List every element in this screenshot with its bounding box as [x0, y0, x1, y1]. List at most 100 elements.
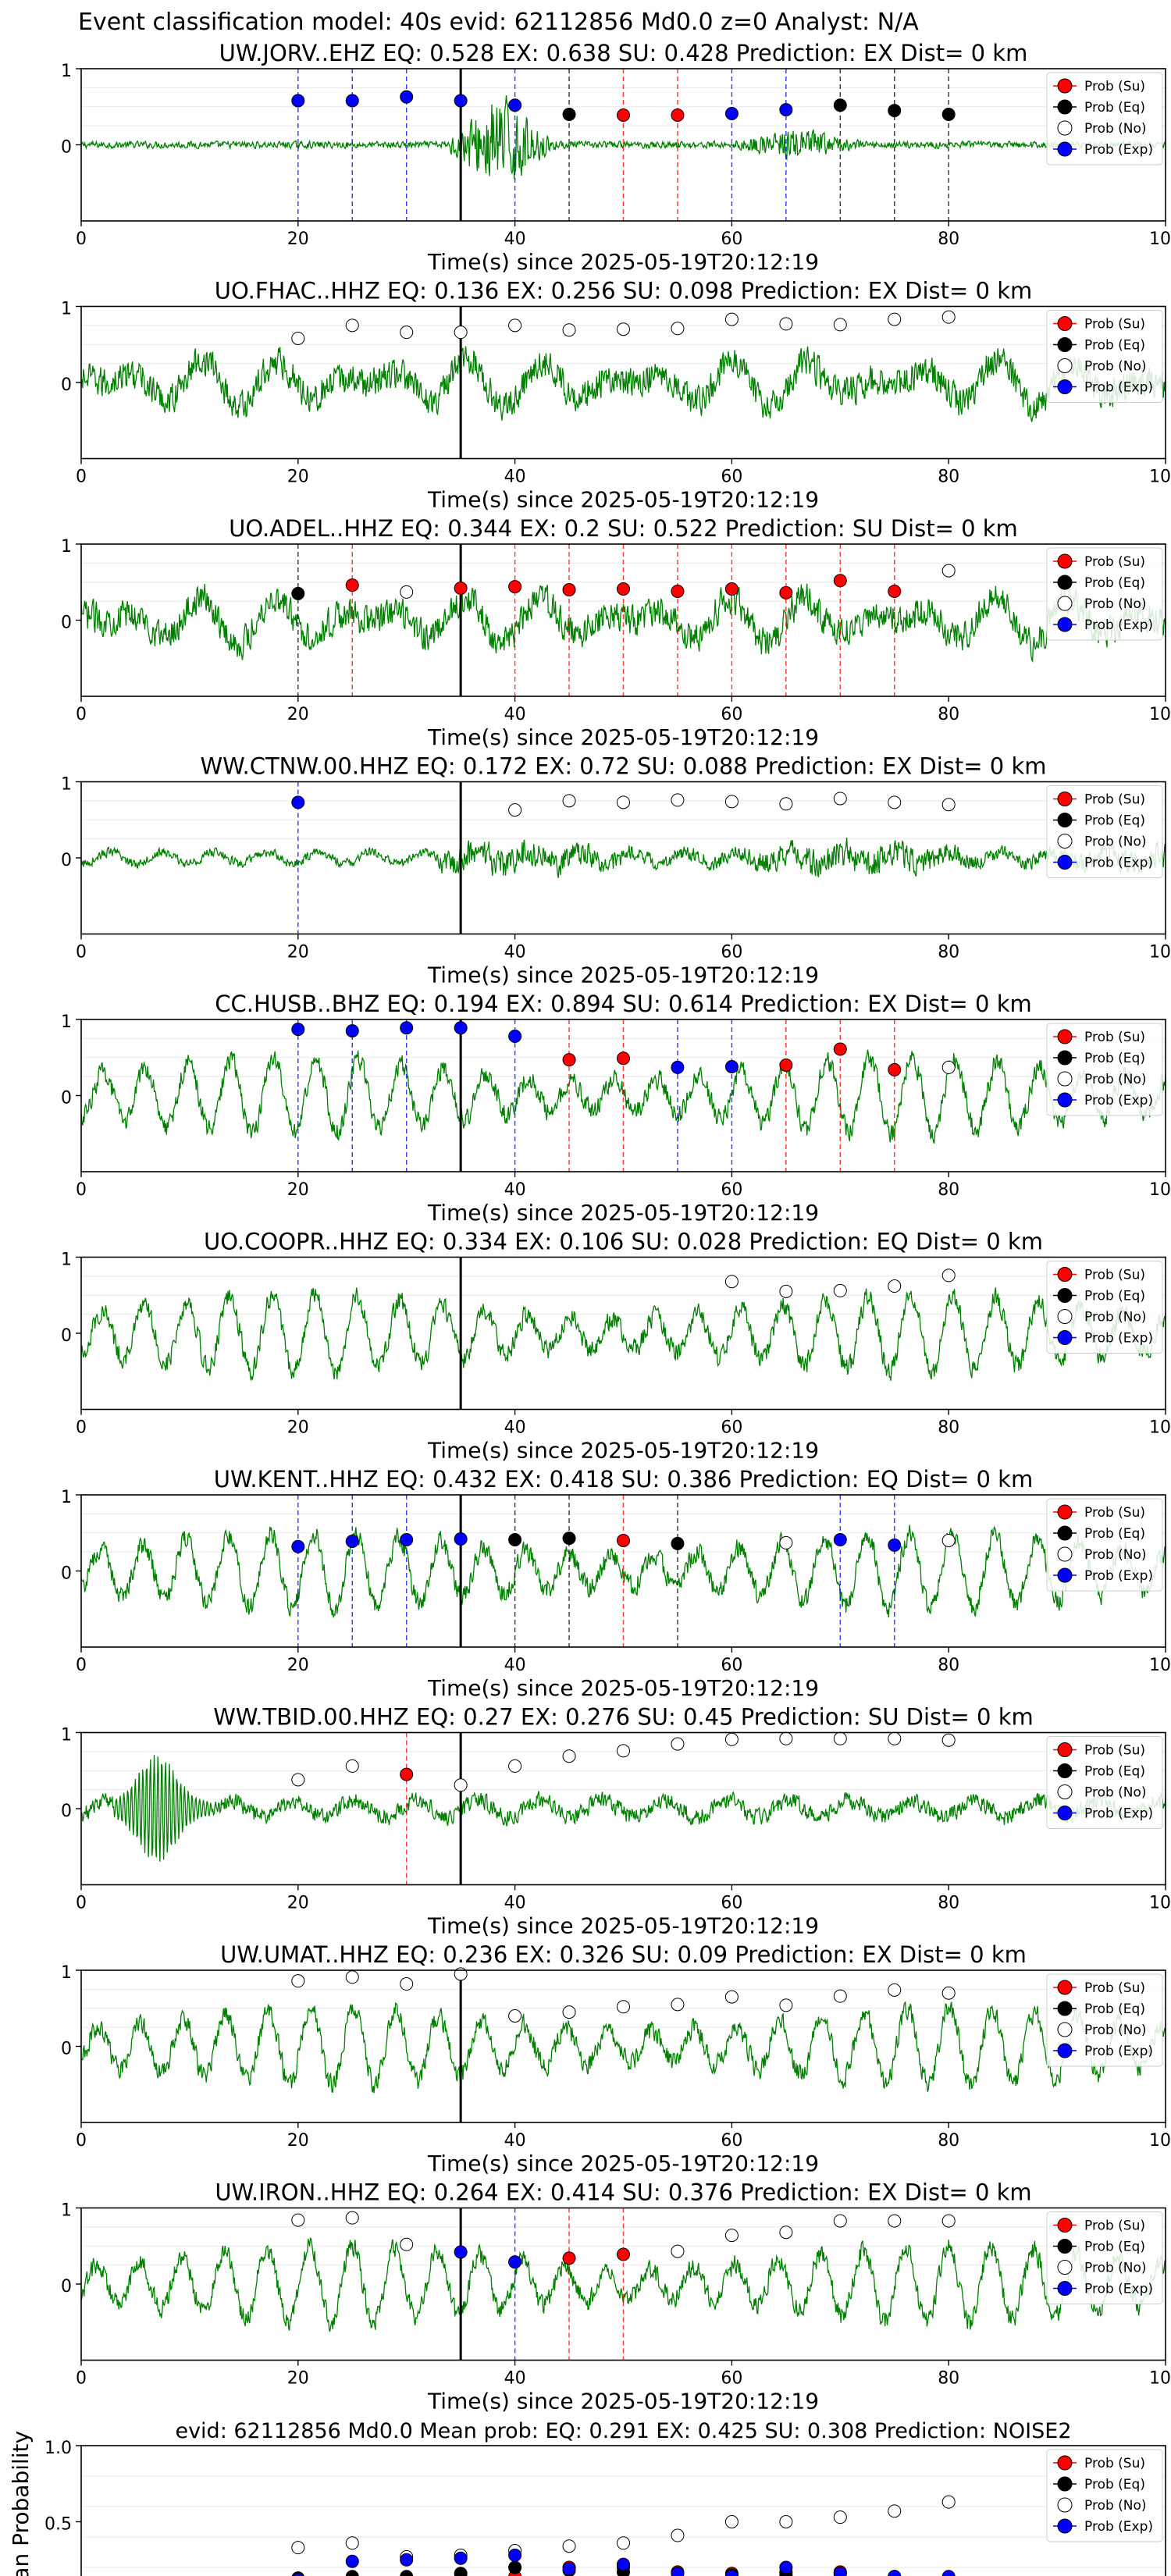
- prob-point-exp: [888, 1538, 902, 1552]
- prob-point-no: [291, 2213, 305, 2227]
- prob-point-no: [562, 2005, 576, 2019]
- legend-label-exp: Prob (Exp): [1084, 2282, 1153, 2297]
- mean-point-exp: [400, 2553, 414, 2567]
- prob-point-no: [724, 1275, 739, 1289]
- mean-point-no: [671, 2528, 685, 2542]
- mean-point-no: [833, 2510, 847, 2524]
- prob-point-no: [291, 1974, 305, 1988]
- legend-label-exp: Prob (Exp): [1084, 856, 1153, 871]
- x-tick-label: 100: [1149, 229, 1171, 249]
- y-axis-label: Mean Probability: [8, 2431, 34, 2576]
- prob-point-exp: [454, 1532, 468, 1546]
- legend: Prob (Su) Prob (Eq) Prob (No) Prob (Exp): [1046, 1023, 1163, 1116]
- y-tick-label: 0: [61, 1089, 72, 1108]
- prob-point-no: [617, 322, 630, 336]
- panel-title: UW.KENT..HHZ EQ: 0.432 EX: 0.418 SU: 0.3…: [214, 1466, 1033, 1493]
- prob-point-no: [833, 2214, 847, 2228]
- x-axis-label: Time(s) since 2025-05-19T20:12:19: [427, 1438, 819, 1464]
- legend-label-eq: Prob (Eq): [1084, 1289, 1145, 1304]
- legend-label-no: Prob (No): [1084, 1310, 1147, 1325]
- prob-point-su: [400, 1767, 414, 1781]
- x-axis-label: Time(s) since 2025-05-19T20:12:19: [427, 1200, 819, 1226]
- x-tick-label: 20: [287, 229, 309, 249]
- y-tick-label: 0: [61, 614, 72, 633]
- prob-point-no: [779, 1535, 793, 1550]
- prob-point-su: [562, 583, 576, 596]
- mean-point-no: [724, 2515, 739, 2528]
- x-tick-label: 80: [938, 2131, 959, 2151]
- mean-point-eq: [345, 2570, 359, 2576]
- legend-marker-no: [1057, 596, 1073, 611]
- x-tick-label: 80: [938, 468, 959, 487]
- legend-box: [1046, 1973, 1163, 2067]
- x-tick-label: 60: [721, 1418, 742, 1438]
- legend-label-no: Prob (No): [1084, 596, 1147, 612]
- prob-point-exp: [508, 2255, 522, 2269]
- prob-point-no: [508, 803, 522, 817]
- prob-point-exp: [508, 98, 522, 112]
- x-tick-label: 0: [76, 2369, 87, 2389]
- legend-marker-eq: [1057, 575, 1073, 590]
- prob-point-exp: [671, 1060, 685, 1074]
- y-tick-label: 0: [61, 1802, 72, 1821]
- legend-marker-eq: [1057, 99, 1073, 115]
- prob-point-no: [779, 2226, 793, 2240]
- x-tick-label: 60: [721, 1894, 742, 1913]
- prob-point-no: [833, 1731, 847, 1745]
- figure-title: Event classification model: 40s evid: 62…: [78, 9, 919, 36]
- prob-point-su: [454, 582, 468, 596]
- legend-label-exp: Prob (Exp): [1084, 380, 1153, 396]
- legend-marker-exp: [1057, 855, 1073, 870]
- x-axis-label: Time(s) since 2025-05-19T20:12:19: [427, 1913, 819, 1939]
- prob-point-exp: [724, 1059, 739, 1073]
- prob-point-no: [400, 326, 414, 340]
- legend-marker-exp: [1057, 1092, 1073, 1108]
- y-tick-label: 0.5: [44, 2515, 72, 2535]
- x-tick-label: 40: [504, 1894, 526, 1913]
- legend: Prob (Su) Prob (Eq) Prob (No) Prob (Exp): [1046, 72, 1163, 165]
- legend-label-exp: Prob (Exp): [1084, 1568, 1153, 1584]
- axes-frame: [80, 1969, 1166, 2123]
- prob-point-no: [888, 312, 902, 326]
- mean-point-no: [888, 2504, 902, 2518]
- waveform-trace: [80, 838, 1166, 878]
- y-tick-label: 1: [61, 1488, 72, 1507]
- panel-title: CC.HUSB..BHZ EQ: 0.194 EX: 0.894 SU: 0.6…: [215, 991, 1032, 1017]
- legend: Prob (Su) Prob (Eq) Prob (No) Prob (Exp): [1046, 547, 1163, 641]
- legend-marker-no: [1057, 2497, 1073, 2513]
- panel-1: UW.JORV..EHZ EQ: 0.528 EX: 0.638 SU: 0.4…: [61, 40, 1171, 275]
- prob-point-su: [833, 1042, 847, 1056]
- legend: Prob (Su) Prob (Eq) Prob (No) Prob (Exp): [1046, 1973, 1163, 2067]
- prob-point-no: [345, 1759, 359, 1773]
- y-tick-label: 1: [61, 775, 72, 795]
- mean-point-exp: [941, 2570, 956, 2576]
- legend-marker-exp: [1057, 141, 1073, 157]
- legend-box: [1046, 310, 1163, 403]
- y-tick-label: 0: [61, 2277, 72, 2297]
- mean-point-eq: [454, 2567, 468, 2576]
- prob-point-exp: [291, 1023, 305, 1037]
- panel-8: WW.TBID.00.HHZ EQ: 0.27 EX: 0.276 SU: 0.…: [61, 1704, 1171, 1939]
- legend-label-eq: Prob (Eq): [1084, 1764, 1145, 1780]
- legend-marker-eq: [1057, 2239, 1073, 2254]
- x-tick-label: 0: [76, 1894, 87, 1913]
- panel-title: UW.JORV..EHZ EQ: 0.528 EX: 0.638 SU: 0.4…: [219, 40, 1028, 66]
- legend-label-su: Prob (Su): [1084, 1980, 1145, 1996]
- x-tick-label: 100: [1149, 468, 1171, 487]
- y-tick-label: 1: [61, 300, 72, 319]
- x-tick-label: 40: [504, 2369, 526, 2389]
- prob-point-no: [345, 1970, 359, 1984]
- legend-label-eq: Prob (Eq): [1084, 813, 1145, 829]
- prob-point-su: [617, 108, 630, 122]
- x-axis-label: Time(s) since 2025-05-19T20:12:19: [427, 962, 819, 988]
- x-tick-label: 20: [287, 943, 309, 962]
- legend-marker-no: [1057, 1309, 1073, 1324]
- x-tick-label: 100: [1149, 2369, 1171, 2389]
- y-tick-label: 1: [61, 537, 72, 557]
- panel-title: WW.CTNW.00.HHZ EQ: 0.172 EX: 0.72 SU: 0.…: [200, 753, 1046, 780]
- mean-point-exp: [292, 2573, 304, 2576]
- legend-marker-eq: [1057, 2001, 1073, 2016]
- prob-point-su: [345, 578, 359, 592]
- mean-point-exp: [345, 2554, 359, 2568]
- prob-point-no: [617, 1744, 630, 1758]
